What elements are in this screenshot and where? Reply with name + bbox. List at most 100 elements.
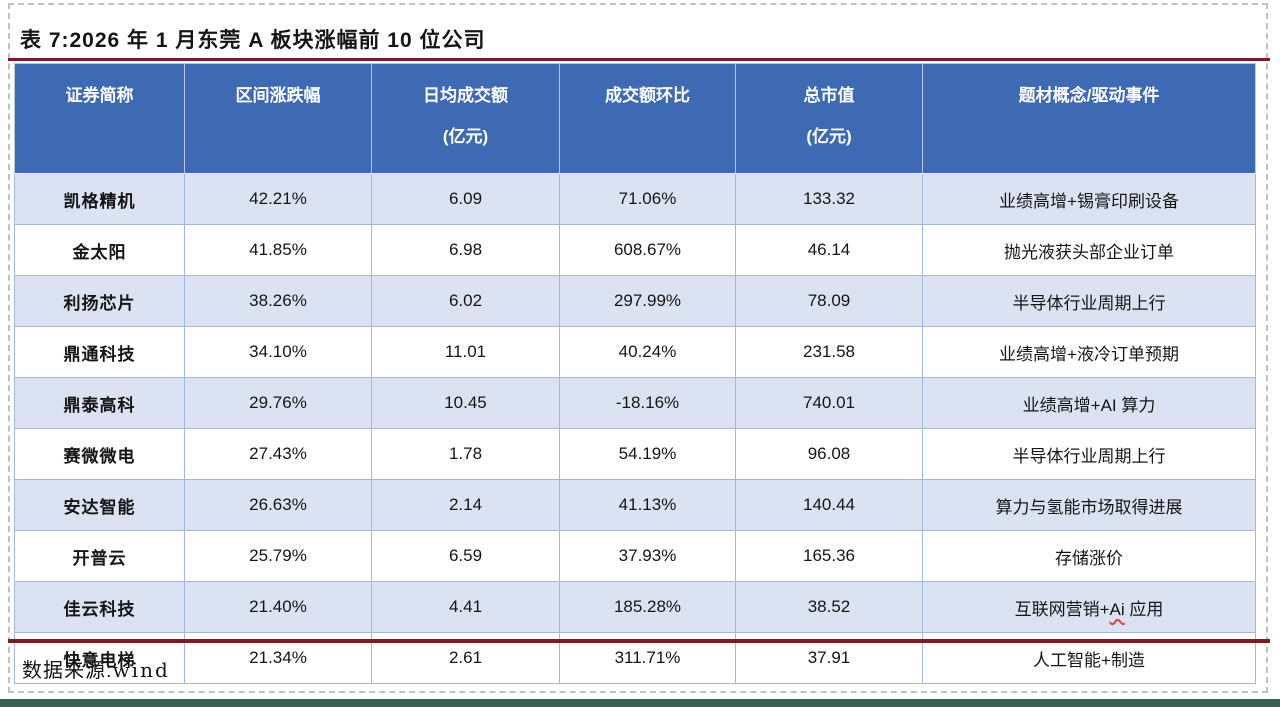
- turnover-mom-cell: -18.16%: [559, 377, 736, 429]
- theme-text: 半导体行业周期上行: [1012, 446, 1166, 466]
- stock-name-cell: 安达智能: [14, 479, 185, 531]
- theme-text: 存储涨价: [1055, 548, 1123, 568]
- data-source-label: 数据来源:: [22, 660, 113, 682]
- table-row: 金太阳 41.85% 6.98 608.67% 46.14 抛光液获头部企业订单: [14, 224, 1256, 276]
- theme-text: 应用: [1124, 599, 1164, 619]
- theme-cell: 业绩高增+锡膏印刷设备: [922, 173, 1256, 225]
- change-cell: 34.10%: [184, 326, 372, 378]
- data-source: 数据来源:wind: [22, 654, 170, 683]
- market-cap-cell: 165.36: [735, 530, 923, 582]
- table-row: 凯格精机 42.21% 6.09 71.06% 133.32 业绩高增+锡膏印刷…: [14, 173, 1256, 225]
- theme-cell: 抛光液获头部企业订单: [922, 224, 1256, 276]
- header-unit: (亿元): [806, 127, 852, 146]
- header-label: 日均成交额: [423, 86, 508, 105]
- turnover-mom-cell: 54.19%: [559, 428, 736, 480]
- theme-text: 人工智能+制造: [1033, 650, 1145, 670]
- turnover-mom-cell: 297.99%: [559, 275, 736, 327]
- avg-turnover-cell: 2.14: [371, 479, 560, 531]
- theme-text: 业绩高增+锡膏印刷设备: [999, 191, 1179, 211]
- change-cell: 38.26%: [184, 275, 372, 327]
- avg-turnover-cell: 6.02: [371, 275, 560, 327]
- stock-name-cell: 凯格精机: [14, 173, 185, 225]
- avg-turnover-cell: 6.09: [371, 173, 560, 225]
- turnover-mom-cell: 608.67%: [559, 224, 736, 276]
- dashed-page-border: [8, 3, 1268, 693]
- turnover-mom-cell: 71.06%: [559, 173, 736, 225]
- change-cell: 42.21%: [184, 173, 372, 225]
- column-header-turnover-mom: 成交额环比: [559, 63, 736, 174]
- turnover-mom-cell: 185.28%: [559, 581, 736, 633]
- change-cell: 29.76%: [184, 377, 372, 429]
- market-cap-cell: 740.01: [735, 377, 923, 429]
- market-cap-cell: 133.32: [735, 173, 923, 225]
- theme-cell: 半导体行业周期上行: [922, 428, 1256, 480]
- column-header-market-cap: 总市值 (亿元): [735, 63, 923, 174]
- theme-text: 互联网营销+: [1014, 599, 1110, 619]
- header-label: 证券简称: [65, 86, 134, 105]
- theme-text: 算力与氢能市场取得进展: [995, 497, 1183, 517]
- data-source-value: wind: [112, 658, 170, 682]
- header-label: 区间涨跌幅: [235, 86, 321, 105]
- change-cell: 41.85%: [184, 224, 372, 276]
- change-cell: 26.63%: [184, 479, 372, 531]
- table-row: 鼎泰高科 29.76% 10.45 -18.16% 740.01 业绩高增+AI…: [14, 377, 1256, 429]
- avg-turnover-cell: 10.45: [371, 377, 560, 429]
- column-header-name: 证券简称: [14, 63, 185, 174]
- header-label: 成交额环比: [605, 86, 690, 105]
- table-row: 安达智能 26.63% 2.14 41.13% 140.44 算力与氢能市场取得…: [14, 479, 1256, 531]
- theme-text: 业绩高增+AI 算力: [1022, 395, 1156, 415]
- theme-cell: 算力与氢能市场取得进展: [922, 479, 1256, 531]
- change-cell: 25.79%: [184, 530, 372, 582]
- table-title: 表 7:2026 年 1 月东莞 A 板块涨幅前 10 位公司: [20, 29, 486, 52]
- theme-cell: 半导体行业周期上行: [922, 275, 1256, 327]
- change-cell: 21.40%: [184, 581, 372, 633]
- avg-turnover-cell: 6.98: [371, 224, 560, 276]
- table-row: 开普云 25.79% 6.59 37.93% 165.36 存储涨价: [14, 530, 1256, 582]
- market-cap-cell: 46.14: [735, 224, 923, 276]
- stock-name-cell: 赛微微电: [14, 428, 185, 480]
- theme-cell: 业绩高增+AI 算力: [922, 377, 1256, 429]
- stock-name-cell: 佳云科技: [14, 581, 185, 633]
- avg-turnover-cell: 6.59: [371, 530, 560, 582]
- turnover-mom-cell: 40.24%: [559, 326, 736, 378]
- header-unit: (亿元): [442, 127, 489, 146]
- column-header-change: 区间涨跌幅: [184, 63, 372, 174]
- market-cap-cell: 38.52: [735, 581, 923, 633]
- market-cap-cell: 140.44: [735, 479, 923, 531]
- theme-cell: 互联网营销+Ai 应用: [922, 581, 1256, 633]
- avg-turnover-cell: 4.41: [371, 581, 560, 633]
- header-label: 总市值: [803, 86, 855, 105]
- table-row: 利扬芯片 38.26% 6.02 297.99% 78.09 半导体行业周期上行: [14, 275, 1256, 327]
- avg-turnover-cell: 11.01: [371, 326, 560, 378]
- stock-name-cell: 鼎通科技: [14, 326, 185, 378]
- turnover-mom-cell: 37.93%: [559, 530, 736, 582]
- column-header-theme: 题材概念/驱动事件: [922, 63, 1256, 174]
- bottom-accent-line: [8, 639, 1270, 643]
- top-gainers-table: 证券简称 区间涨跌幅 日均成交额 (亿元) 成交额环比 总市值 (亿元: [14, 63, 1256, 684]
- stock-name-cell: 开普云: [14, 530, 185, 582]
- change-cell: 27.43%: [184, 428, 372, 480]
- table-row: 赛微微电 27.43% 1.78 54.19% 96.08 半导体行业周期上行: [14, 428, 1256, 480]
- top-accent-line: [8, 58, 1270, 61]
- stock-name-cell: 利扬芯片: [14, 275, 185, 327]
- market-cap-cell: 78.09: [735, 275, 923, 327]
- stock-name-cell: 鼎泰高科: [14, 377, 185, 429]
- header-label: 题材概念/驱动事件: [1018, 86, 1160, 105]
- table-row: 佳云科技 21.40% 4.41 185.28% 38.52 互联网营销+Ai …: [14, 581, 1256, 633]
- bottom-edge-bar: [0, 699, 1280, 707]
- theme-cell: 业绩高增+液冷订单预期: [922, 326, 1256, 378]
- market-cap-cell: 231.58: [735, 326, 923, 378]
- stock-name-cell: 金太阳: [14, 224, 185, 276]
- avg-turnover-cell: 1.78: [371, 428, 560, 480]
- table-row: 鼎通科技 34.10% 11.01 40.24% 231.58 业绩高增+液冷订…: [14, 326, 1256, 378]
- theme-cell: 存储涨价: [922, 530, 1256, 582]
- theme-text: 抛光液获头部企业订单: [1004, 242, 1174, 262]
- theme-text: 业绩高增+液冷订单预期: [999, 344, 1179, 364]
- theme-text: 半导体行业周期上行: [1012, 293, 1166, 313]
- table-body: 凯格精机 42.21% 6.09 71.06% 133.32 业绩高增+锡膏印刷…: [14, 173, 1256, 684]
- theme-misspelled-text: Ai: [1109, 599, 1125, 619]
- turnover-mom-cell: 41.13%: [559, 479, 736, 531]
- table-header-row: 证券简称 区间涨跌幅 日均成交额 (亿元) 成交额环比 总市值 (亿元: [14, 63, 1256, 174]
- market-cap-cell: 96.08: [735, 428, 923, 480]
